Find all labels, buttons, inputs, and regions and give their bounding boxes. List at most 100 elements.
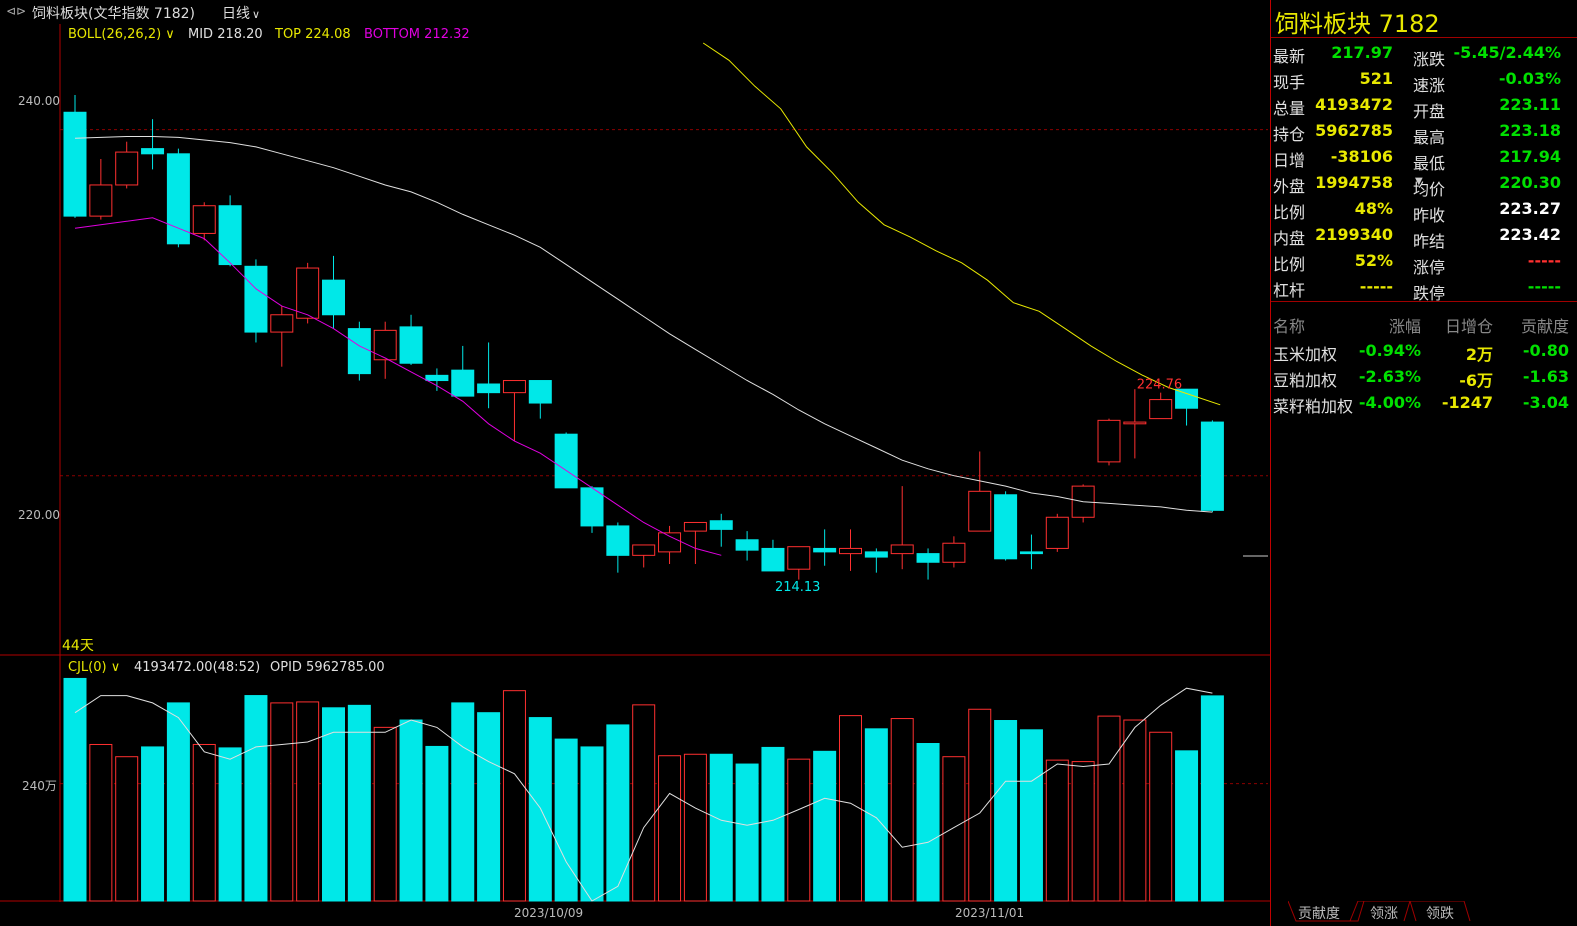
- boll-top-value: TOP 224.08: [274, 27, 351, 42]
- quote-key-text: 昨收: [1413, 206, 1446, 225]
- volume-bar: [502, 690, 526, 902]
- contrib-row[interactable]: 豆粕加权 -2.63% -6万 -1.63: [1271, 364, 1577, 390]
- tab-leading-up[interactable]: 领涨: [1370, 906, 1398, 922]
- volume-bar: [1149, 731, 1173, 902]
- volume-bar: [761, 746, 785, 902]
- contrib-header-row: 名称 涨幅 日增仓 贡献度: [1271, 310, 1577, 336]
- candle-body: [477, 383, 501, 394]
- price-axis-label-240: 240.00: [18, 94, 60, 108]
- quote-key: 现手: [1273, 73, 1306, 92]
- period-selector[interactable]: 日线 ∨: [222, 3, 260, 23]
- quote-value: -5.45/2.44%: [1453, 43, 1561, 62]
- volume-bar: [606, 724, 630, 902]
- candle-body: [709, 520, 733, 530]
- contrib-change: -0.94%: [1358, 341, 1421, 360]
- candle-body: [373, 329, 397, 361]
- candle-body: [89, 184, 113, 217]
- candle-body: [606, 525, 630, 556]
- quote-row: 内盘 2199340 昨结 223.42: [1271, 222, 1571, 251]
- quote-value: 223.18: [1499, 121, 1561, 140]
- volume-bar: [813, 750, 837, 902]
- boll-indicator-name[interactable]: BOLL(26,26,2) ∨: [68, 27, 175, 42]
- panel-separator: [1271, 37, 1577, 38]
- quote-value: -----: [1527, 277, 1561, 296]
- volume-bar: [968, 708, 992, 902]
- candle-body: [761, 547, 785, 572]
- candle-body: [787, 546, 811, 570]
- contrib-row[interactable]: 菜籽粕加权 -4.00% -1247 -3.04: [1271, 390, 1577, 416]
- tab-outline: [1288, 901, 1471, 922]
- quote-row: 持仓 5962785 最高 223.18: [1271, 118, 1571, 147]
- quote-key-text: 涨停: [1413, 258, 1446, 277]
- quote-key: 比例: [1273, 255, 1306, 274]
- period-label: 日线: [222, 6, 250, 22]
- volume-bar: [839, 715, 862, 902]
- volume-bar: [580, 746, 604, 902]
- tab-contribution[interactable]: 贡献度: [1298, 906, 1340, 922]
- candle-body: [916, 553, 940, 563]
- candlestick-series[interactable]: [63, 94, 1224, 580]
- volume-indicator-name[interactable]: CJL(0) ∨: [68, 660, 120, 675]
- candle-body: [141, 148, 165, 155]
- candle-body: [63, 111, 87, 217]
- volume-bar: [451, 702, 475, 902]
- candle-body: [347, 328, 371, 375]
- contrib-oi: -6万: [1459, 371, 1493, 390]
- boll-bottom-line: [74, 217, 722, 556]
- quote-value: -----: [1359, 277, 1393, 296]
- quote-key-text: 跌停: [1413, 284, 1446, 303]
- tab-leading-down[interactable]: 领跌: [1426, 906, 1454, 922]
- candle-body: [968, 490, 992, 532]
- contrib-name: 豆粕加权: [1273, 371, 1338, 390]
- quote-key-text: 均价: [1413, 180, 1446, 199]
- volume-bar: [141, 746, 165, 902]
- date-axis: 2023/10/09 2023/11/01: [0, 902, 1270, 926]
- kline-svg[interactable]: 240.00 220.00 240万 BOLL(26,26,2) ∨ MID 2…: [0, 24, 1270, 902]
- quote-value: 2199340: [1315, 225, 1393, 244]
- candle-body: [244, 265, 268, 333]
- candle-body: [1045, 516, 1069, 549]
- candle-body: [813, 547, 837, 553]
- volume-bar: [1200, 695, 1224, 902]
- quote-value: 223.27: [1499, 199, 1561, 218]
- volume-bar: [994, 720, 1018, 902]
- candle-body: [735, 539, 759, 551]
- kline-chart-area[interactable]: 240.00 220.00 240万 BOLL(26,26,2) ∨ MID 2…: [0, 24, 1270, 902]
- panel-separator: [1271, 301, 1577, 302]
- candle-body: [864, 551, 888, 558]
- contrib-row[interactable]: 玉米加权 -0.94% 2万 -0.80: [1271, 338, 1577, 364]
- candle-body: [192, 205, 216, 234]
- quote-value: 223.11: [1499, 95, 1561, 114]
- quote-key-text: 昨结: [1413, 232, 1446, 251]
- quote-value: 48%: [1354, 199, 1393, 218]
- boll-name: BOLL(26,26,2): [68, 27, 161, 42]
- volume-bar: [554, 738, 578, 902]
- quote-key-text: 最低: [1413, 154, 1446, 173]
- candle-body: [1149, 399, 1173, 420]
- volume-bar: [373, 726, 397, 902]
- volume-bars[interactable]: [63, 677, 1224, 902]
- contrib-header-con: 贡献度: [1520, 317, 1569, 336]
- price-axis-label-220: 220.00: [18, 508, 60, 522]
- date-label-2: 2023/11/01: [955, 906, 1025, 920]
- candle-body: [1175, 388, 1199, 409]
- contrib-name: 玉米加权: [1273, 345, 1338, 364]
- candle-body: [218, 205, 242, 266]
- quote-value: -----: [1527, 251, 1561, 270]
- contrib-header-chg: 涨幅: [1388, 317, 1421, 336]
- candle-body: [399, 326, 423, 364]
- volume-bar: [942, 756, 966, 902]
- contrib-change: -2.63%: [1358, 367, 1421, 386]
- volume-bar: [632, 704, 656, 902]
- volume-bar: [192, 743, 216, 902]
- candle-body: [502, 380, 526, 394]
- volume-bar: [89, 743, 113, 902]
- vol-name: CJL(0): [68, 660, 107, 675]
- volume-bar: [296, 701, 320, 902]
- quote-value: 4193472: [1315, 95, 1393, 114]
- volume-bar: [1175, 750, 1199, 902]
- caret-down-icon[interactable]: ▼: [1415, 176, 1423, 187]
- instrument-title: 饲料板块(文华指数 7182): [32, 6, 196, 22]
- quote-key: 内盘: [1273, 229, 1306, 248]
- quote-value: 1994758: [1315, 173, 1393, 192]
